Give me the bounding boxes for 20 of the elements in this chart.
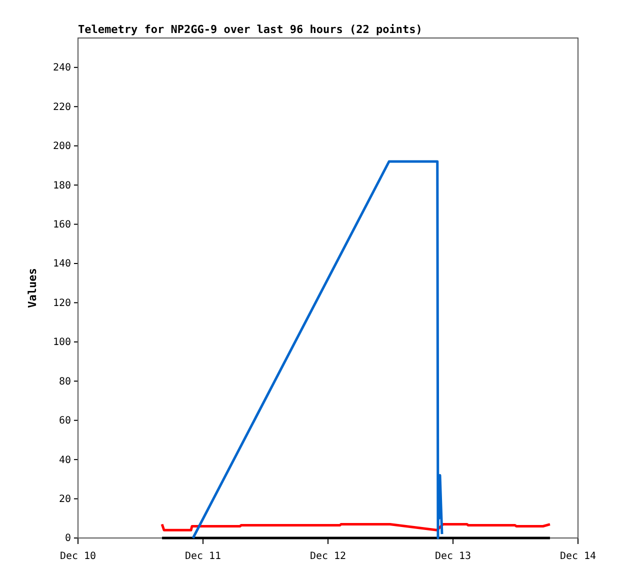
x-tick-label: Dec 11 (184, 551, 222, 562)
y-tick-label: 220 (52, 102, 71, 113)
y-tick-label: 180 (52, 180, 71, 192)
x-tick-label: Dec 14 (560, 551, 596, 562)
x-tick-label: Dec 12 (310, 551, 346, 562)
y-tick-label: 160 (52, 219, 71, 230)
y-tick-label: 60 (58, 416, 71, 427)
y-tick-label: 0 (64, 533, 71, 544)
y-axis-title: Values (26, 268, 39, 308)
x-tick-label: Dec 13 (434, 551, 472, 562)
y-tick-label: 100 (52, 337, 71, 348)
y-tick-label: 200 (52, 141, 71, 152)
y-tick-label: 80 (58, 376, 71, 388)
x-tick-label: Dec 10 (60, 551, 96, 562)
chart-title: Telemetry for NP2GG-9 over last 96 hours (22 points) (78, 23, 422, 36)
y-tick-label: 120 (52, 298, 71, 309)
y-tick-label: 240 (52, 62, 71, 74)
y-tick-label: 140 (52, 258, 71, 270)
y-tick-label: 40 (58, 454, 71, 466)
y-tick-label: 20 (58, 494, 71, 505)
